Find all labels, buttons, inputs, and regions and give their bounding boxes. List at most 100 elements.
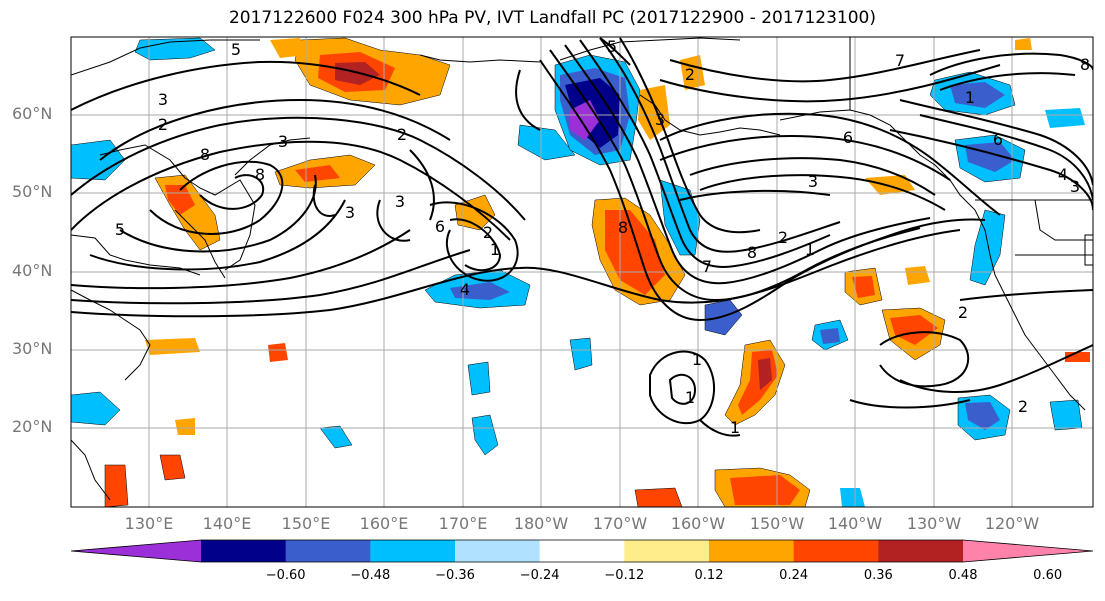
positive-anomaly (1015, 38, 1032, 50)
positive-anomaly (890, 315, 938, 345)
colorbar-extend-low (71, 540, 201, 562)
contour-label: 6 (993, 130, 1003, 149)
lon-label-150e: 150°E (281, 514, 331, 533)
contour-label: 1 (692, 350, 702, 369)
negative-anomaly (965, 402, 1000, 430)
contour-label: 2 (958, 303, 968, 322)
lon-label-170w: 170°W (592, 514, 648, 533)
contour-label: 2 (397, 125, 407, 144)
colorbar-tick-label: 0.48 (948, 568, 978, 583)
colorbar-swatch (624, 540, 710, 562)
positive-anomaly (634, 487, 683, 507)
contour-label: 2 (778, 228, 788, 247)
map-title: 2017122600 F024 300 hPa PV, IVT Landfall… (228, 8, 876, 28)
positive-anomaly (852, 276, 875, 298)
contour-label: 6 (843, 128, 853, 147)
contour-label: 3 (1070, 177, 1080, 196)
colorbar-tick-label: 0.36 (863, 568, 893, 583)
colorbar-outline (70, 539, 1094, 563)
contour-label: 3 (655, 110, 665, 129)
positive-anomaly (175, 418, 195, 435)
negative-anomaly (1045, 108, 1085, 128)
positive-anomaly (905, 266, 930, 285)
colorbar-swatch (793, 540, 879, 562)
colorbar-swatch (455, 540, 541, 562)
map-frame (70, 36, 1094, 508)
colorbar-swatch (370, 540, 456, 562)
contour-label: 2 (685, 65, 695, 84)
lon-label-170e: 170°E (438, 514, 488, 533)
lat-label-20n: 20°N (12, 417, 53, 436)
negative-anomaly (1049, 399, 1083, 431)
contour-label: 8 (618, 218, 628, 237)
lat-label-50n: 50°N (12, 182, 53, 201)
contour-label: 3 (158, 90, 168, 109)
coastlines (71, 37, 1093, 501)
colorbar-tick-label: −0.60 (265, 568, 306, 583)
positive-anomaly (104, 464, 129, 507)
negative-anomaly (840, 488, 865, 507)
lon-label-140w: 140°W (827, 514, 883, 533)
lon-label-180w: 180°W (513, 514, 569, 533)
contour-label: 3 (395, 192, 405, 211)
negative-anomaly (71, 391, 121, 426)
negative-anomaly (569, 337, 593, 371)
negative-anomaly (71, 139, 126, 181)
contour-label: 7 (895, 51, 905, 70)
contour-label: 8 (200, 145, 210, 164)
lat-label-40n: 40°N (12, 261, 53, 280)
contour-label: 1 (490, 240, 500, 259)
colorbar-tick-label: 0.60 (1033, 568, 1063, 583)
negative-anomaly (704, 299, 743, 336)
pv-contours (71, 37, 1093, 437)
lon-label-150w: 150°W (749, 514, 805, 533)
contour-label: 4 (1058, 165, 1068, 184)
contour-label: 7 (702, 257, 712, 276)
colorbar-swatch (539, 540, 625, 562)
colorbar-swatch (285, 540, 371, 562)
positive-anomaly (730, 475, 800, 505)
contour-label: 5 (607, 37, 617, 56)
colorbar-tick-label: −0.12 (604, 568, 645, 583)
contour-label: 2 (1018, 397, 1028, 416)
contour-label: 6 (435, 217, 445, 236)
negative-anomaly (450, 282, 510, 300)
lon-label-160w: 160°W (670, 514, 726, 533)
colorbar-tick-label: 0.24 (779, 568, 809, 583)
colorbar-tick-label: −0.48 (350, 568, 391, 583)
contour-label: 2 (483, 223, 493, 242)
contour-label: 3 (278, 132, 288, 151)
colorbar (70, 539, 1094, 563)
positive-anomaly (270, 38, 305, 58)
negative-anomaly (517, 124, 576, 161)
contour-label: 3 (808, 172, 818, 191)
contour-label: 1 (965, 88, 975, 107)
colorbar-swatch (709, 540, 795, 562)
negative-anomaly (950, 82, 1005, 108)
negative-anomaly (969, 209, 1006, 286)
contour-label: 3 (345, 203, 355, 222)
negative-anomaly (467, 361, 491, 396)
negative-anomaly (820, 328, 840, 344)
contour-label: 5 (231, 40, 241, 59)
lat-label-60n: 60°N (12, 104, 53, 123)
positive-anomaly (145, 338, 200, 355)
colorbar-extend-high (963, 540, 1093, 562)
lon-label-140e: 140°E (202, 514, 252, 533)
positive-anomaly (154, 174, 221, 251)
contour-label: 8 (747, 243, 757, 262)
colorbar-tick-label: 0.12 (694, 568, 724, 583)
contour-label: 1 (730, 418, 740, 437)
contour-label: 5 (115, 220, 125, 239)
negative-anomaly (471, 414, 499, 456)
contour-label: 4 (460, 280, 470, 299)
positive-anomaly (159, 454, 186, 481)
positive-anomaly (758, 358, 772, 390)
colorbar-swatch (201, 540, 287, 562)
contour-label: 8 (1080, 55, 1090, 74)
lat-label-30n: 30°N (12, 339, 53, 358)
contour-label: 8 (255, 165, 265, 184)
lon-label-130e: 130°E (124, 514, 174, 533)
